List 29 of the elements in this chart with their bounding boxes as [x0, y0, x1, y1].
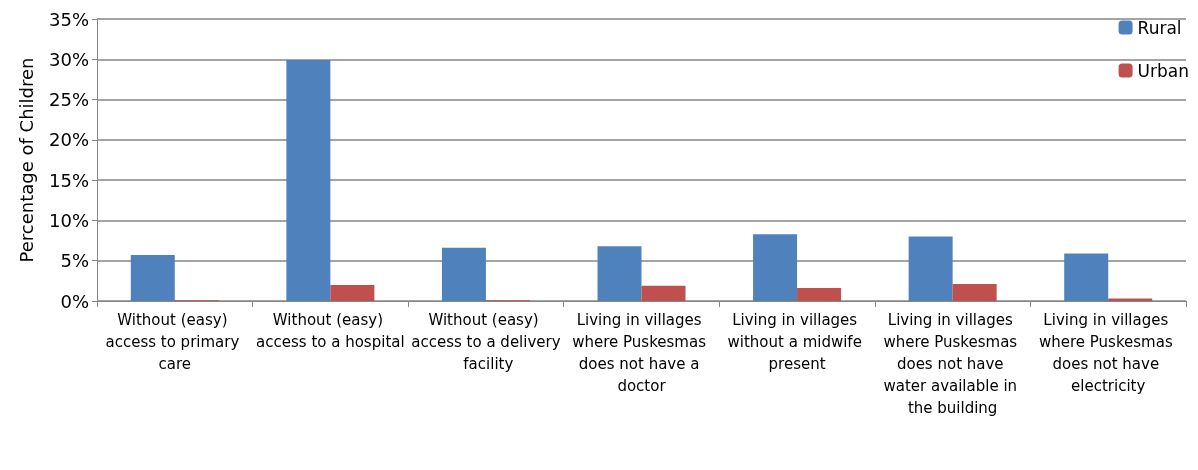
legend-label: Urban	[1137, 60, 1190, 81]
legend-label: Rural	[1137, 17, 1182, 38]
bar	[597, 246, 642, 301]
bar	[908, 236, 953, 301]
y-axis-title: Percentage of Children	[15, 57, 37, 263]
x-tick-label: Living in villages without a midwife present	[727, 311, 867, 373]
x-tick-label: Living in villages where Puskesmas does not have water available in the building	[883, 311, 1022, 417]
bar	[952, 284, 997, 301]
x-tick-label: Without (easy) access to a delivery facility	[411, 311, 561, 373]
bar	[286, 60, 331, 301]
y-tick-label: 35%	[48, 8, 89, 30]
y-tick-label: 20%	[48, 129, 89, 151]
y-tick-label: 15%	[48, 169, 89, 191]
bar	[330, 284, 375, 301]
y-tick-label: 25%	[48, 89, 89, 111]
bar	[797, 288, 842, 301]
bar	[1064, 253, 1109, 301]
x-tick-label: Without (easy) access to primary care	[105, 311, 245, 373]
x-tick-label: Living in villages where Puskesmas does not have a doctor	[572, 311, 711, 395]
bar	[753, 234, 798, 301]
y-tick-label: 10%	[48, 209, 89, 231]
y-tick-label: 0%	[60, 290, 89, 312]
bar	[641, 285, 686, 301]
bar	[441, 247, 486, 301]
x-tick-label: Without (easy) access to a hospital	[256, 311, 405, 351]
bar	[130, 255, 175, 301]
x-tick-label: Living in villages where Puskesmas does not have electricity	[1038, 311, 1178, 395]
y-tick-label: 30%	[48, 48, 89, 70]
y-tick-label: 5%	[60, 250, 89, 272]
